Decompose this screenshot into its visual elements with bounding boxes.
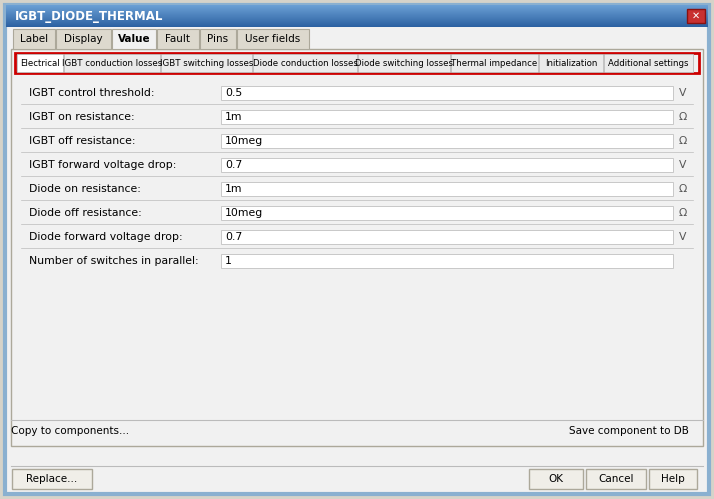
Text: OK: OK bbox=[548, 474, 563, 484]
FancyBboxPatch shape bbox=[12, 469, 92, 489]
Bar bbox=[6, 16, 708, 17]
Text: Diode forward voltage drop:: Diode forward voltage drop: bbox=[29, 232, 183, 242]
FancyBboxPatch shape bbox=[112, 29, 156, 49]
Bar bbox=[6, 15, 708, 16]
Bar bbox=[6, 26, 708, 27]
Text: Help: Help bbox=[661, 474, 685, 484]
FancyBboxPatch shape bbox=[64, 54, 160, 72]
FancyBboxPatch shape bbox=[529, 469, 583, 489]
Bar bbox=[6, 19, 708, 20]
Text: Ω: Ω bbox=[679, 184, 687, 194]
FancyBboxPatch shape bbox=[13, 29, 55, 49]
FancyBboxPatch shape bbox=[221, 254, 673, 268]
Text: IGBT_DIODE_THERMAL: IGBT_DIODE_THERMAL bbox=[15, 9, 164, 22]
FancyBboxPatch shape bbox=[237, 29, 309, 49]
Text: Save component to DB: Save component to DB bbox=[569, 426, 689, 436]
FancyBboxPatch shape bbox=[649, 469, 697, 489]
Text: 1m: 1m bbox=[225, 184, 243, 194]
Bar bbox=[6, 18, 708, 19]
Text: Value: Value bbox=[118, 34, 151, 44]
FancyBboxPatch shape bbox=[687, 9, 705, 23]
Bar bbox=[6, 20, 708, 21]
Text: 10meg: 10meg bbox=[225, 136, 263, 146]
Text: 1: 1 bbox=[225, 256, 232, 266]
FancyBboxPatch shape bbox=[253, 54, 357, 72]
Text: IGBT off resistance:: IGBT off resistance: bbox=[29, 136, 136, 146]
Text: 10meg: 10meg bbox=[225, 208, 263, 218]
Text: Fault: Fault bbox=[166, 34, 191, 44]
Text: IGBT conduction losses: IGBT conduction losses bbox=[62, 58, 162, 67]
FancyBboxPatch shape bbox=[558, 421, 700, 441]
Text: Ω: Ω bbox=[679, 208, 687, 218]
FancyBboxPatch shape bbox=[221, 134, 673, 148]
Text: Number of switches in parallel:: Number of switches in parallel: bbox=[29, 256, 198, 266]
Bar bbox=[6, 23, 708, 24]
Text: IGBT switching losses: IGBT switching losses bbox=[160, 58, 253, 67]
FancyBboxPatch shape bbox=[221, 230, 673, 244]
FancyBboxPatch shape bbox=[221, 86, 673, 100]
FancyBboxPatch shape bbox=[221, 158, 673, 172]
Text: ✕: ✕ bbox=[692, 11, 700, 21]
Text: Electrical: Electrical bbox=[20, 58, 60, 67]
Text: IGBT forward voltage drop:: IGBT forward voltage drop: bbox=[29, 160, 176, 170]
Bar bbox=[6, 6, 708, 7]
Text: 0.7: 0.7 bbox=[225, 232, 242, 242]
Text: Additional settings: Additional settings bbox=[608, 58, 689, 67]
Text: Diode off resistance:: Diode off resistance: bbox=[29, 208, 142, 218]
Text: User fields: User fields bbox=[246, 34, 301, 44]
Text: Diode on resistance:: Diode on resistance: bbox=[29, 184, 141, 194]
Text: V: V bbox=[679, 160, 687, 170]
FancyBboxPatch shape bbox=[604, 54, 693, 72]
Text: Copy to components...: Copy to components... bbox=[11, 426, 129, 436]
FancyBboxPatch shape bbox=[451, 54, 538, 72]
Text: V: V bbox=[679, 88, 687, 98]
Text: Label: Label bbox=[20, 34, 48, 44]
Bar bbox=[6, 22, 708, 23]
Bar bbox=[6, 24, 708, 25]
Bar bbox=[6, 12, 708, 13]
FancyBboxPatch shape bbox=[11, 49, 703, 446]
Text: Thermal impedance: Thermal impedance bbox=[451, 58, 538, 67]
Bar bbox=[6, 5, 708, 6]
Bar bbox=[6, 14, 708, 15]
Bar bbox=[6, 13, 708, 14]
FancyBboxPatch shape bbox=[17, 54, 63, 72]
Text: Replace...: Replace... bbox=[26, 474, 78, 484]
FancyBboxPatch shape bbox=[161, 54, 252, 72]
FancyBboxPatch shape bbox=[221, 182, 673, 196]
FancyBboxPatch shape bbox=[221, 110, 673, 124]
FancyBboxPatch shape bbox=[14, 421, 126, 441]
Text: 0.5: 0.5 bbox=[225, 88, 242, 98]
Text: IGBT on resistance:: IGBT on resistance: bbox=[29, 112, 135, 122]
FancyBboxPatch shape bbox=[5, 5, 709, 494]
Bar bbox=[6, 8, 708, 9]
Bar bbox=[6, 11, 708, 12]
Bar bbox=[6, 17, 708, 18]
Bar bbox=[6, 25, 708, 26]
Bar bbox=[6, 21, 708, 22]
FancyBboxPatch shape bbox=[56, 29, 111, 49]
Bar bbox=[6, 9, 708, 10]
Text: V: V bbox=[679, 232, 687, 242]
Text: Ω: Ω bbox=[679, 112, 687, 122]
Text: 0.7: 0.7 bbox=[225, 160, 242, 170]
FancyBboxPatch shape bbox=[358, 54, 450, 72]
Bar bbox=[6, 7, 708, 8]
Text: Ω: Ω bbox=[679, 136, 687, 146]
FancyBboxPatch shape bbox=[586, 469, 646, 489]
Text: 1m: 1m bbox=[225, 112, 243, 122]
Text: Pins: Pins bbox=[208, 34, 228, 44]
Text: Cancel: Cancel bbox=[598, 474, 634, 484]
Text: Diode switching losses: Diode switching losses bbox=[355, 58, 453, 67]
Text: Diode conduction losses: Diode conduction losses bbox=[253, 58, 358, 67]
FancyBboxPatch shape bbox=[200, 29, 236, 49]
FancyBboxPatch shape bbox=[157, 29, 199, 49]
FancyBboxPatch shape bbox=[15, 53, 699, 73]
Text: Display: Display bbox=[64, 34, 103, 44]
Text: IGBT control threshold:: IGBT control threshold: bbox=[29, 88, 154, 98]
Bar bbox=[6, 10, 708, 11]
Text: Initialization: Initialization bbox=[545, 58, 597, 67]
FancyBboxPatch shape bbox=[221, 206, 673, 220]
FancyBboxPatch shape bbox=[539, 54, 603, 72]
